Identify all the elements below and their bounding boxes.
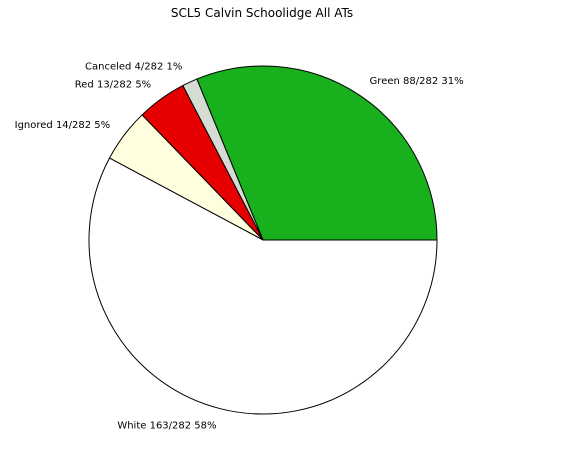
pie-slice-white [88, 157, 438, 415]
pie-label-white: White 163/282 58% [117, 421, 216, 432]
pie-wedges [88, 65, 438, 415]
pie-slice-green [196, 65, 438, 241]
pie-label-canceled: Canceled 4/282 1% [85, 61, 182, 72]
chart-title: SCL5 Calvin Schoolidge All ATs [171, 6, 353, 20]
pie-labels: Green 88/282 31% Canceled 4/282 1% Red 13/… [15, 61, 464, 431]
pie-label-green: Green 88/282 31% [370, 76, 464, 87]
pie-label-ignored: Ignored 14/282 5% [15, 120, 111, 131]
pie-label-red: Red 13/282 5% [75, 80, 151, 91]
